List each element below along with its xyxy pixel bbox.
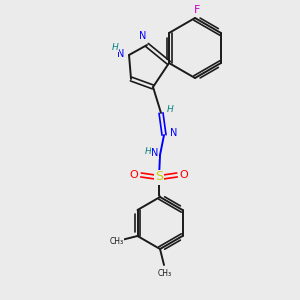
Text: O: O: [130, 170, 138, 180]
Text: CH₃: CH₃: [158, 268, 172, 278]
Text: N: N: [139, 31, 147, 41]
Text: S: S: [155, 170, 163, 184]
Text: H: H: [145, 148, 152, 157]
Text: N: N: [151, 148, 159, 158]
Text: O: O: [180, 170, 188, 180]
Text: N: N: [170, 128, 178, 138]
Text: H: H: [112, 43, 118, 52]
Text: F: F: [194, 5, 200, 15]
Text: N: N: [117, 49, 125, 59]
Text: H: H: [167, 106, 173, 115]
Text: CH₃: CH₃: [110, 236, 124, 245]
